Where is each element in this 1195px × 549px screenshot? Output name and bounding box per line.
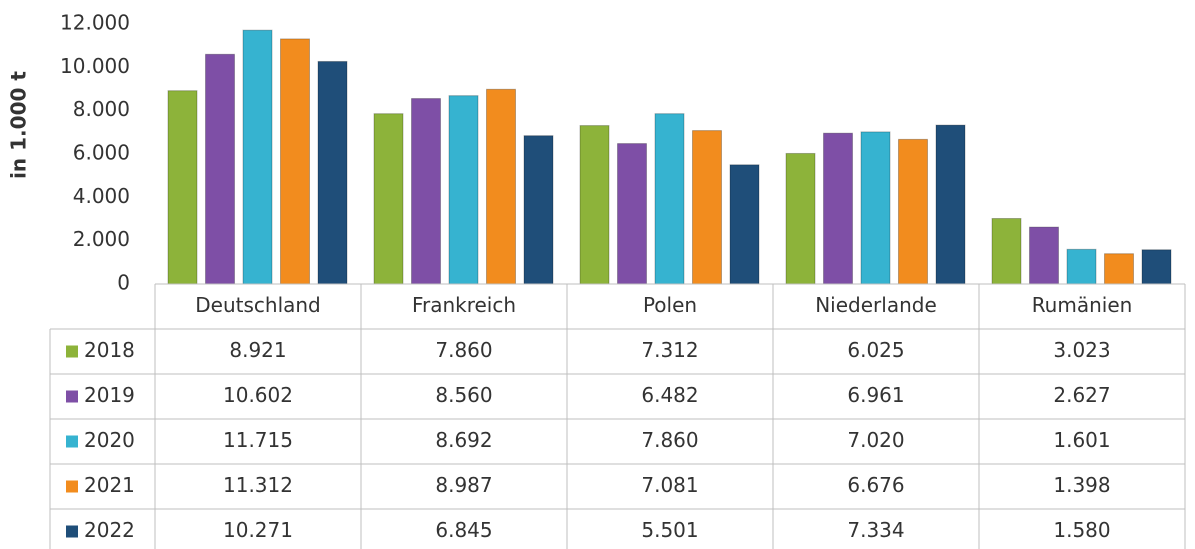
legend-swatch [66,480,78,493]
table-cell: 7.020 [847,428,904,452]
legend-label: 2019 [84,383,135,407]
table-cell: 6.482 [641,383,698,407]
table-cell: 7.081 [641,473,698,497]
bar [617,143,647,285]
bar [448,95,479,285]
bar [729,164,760,285]
legend-label: 2022 [84,518,135,542]
table-cell: 5.501 [641,518,698,542]
table-cell: 7.334 [847,518,904,542]
x-tick-label: Rumänien [1032,293,1133,317]
table-cell: 1.580 [1053,518,1110,542]
bar [785,152,816,285]
table-cell: 11.312 [223,473,293,497]
bar [898,138,928,285]
bar [242,29,273,285]
bar [1066,248,1097,285]
y-tick-label: 6.000 [73,141,130,165]
y-tick-label: 12.000 [60,11,130,35]
bar [486,88,516,285]
table-cell: 6.025 [847,338,904,362]
table-cell: 8.921 [229,338,286,362]
table-cell: 7.860 [435,338,492,362]
table-cell: 6.961 [847,383,904,407]
bar [205,53,235,285]
table-cell: 1.398 [1053,473,1110,497]
legend-swatch [66,435,78,448]
bar [654,113,685,285]
legend-swatch [66,345,78,358]
bar [991,218,1022,285]
bar [935,124,966,285]
table-cell: 10.602 [223,383,293,407]
table-cell: 6.676 [847,473,904,497]
legend-label: 2018 [84,338,135,362]
bar [1104,253,1134,285]
table-cell: 7.312 [641,338,698,362]
x-tick-label: Polen [643,293,697,317]
y-tick-label: 8.000 [73,97,130,121]
table-cell: 8.987 [435,473,492,497]
table-cell: 10.271 [223,518,293,542]
bar [167,90,198,285]
bar [317,60,348,285]
y-axis-label: in 1.000 t [7,71,31,179]
table-cell: 2.627 [1053,383,1110,407]
bar [1029,226,1059,285]
table-cell: 7.860 [641,428,698,452]
table-cell: 8.692 [435,428,492,452]
table-cell: 3.023 [1053,338,1110,362]
bar [280,38,310,285]
y-tick-label: 2.000 [73,227,130,251]
table-cell: 11.715 [223,428,293,452]
x-tick-label: Frankreich [412,293,516,317]
legend-label: 2020 [84,428,135,452]
bar [523,135,554,285]
x-tick-label: Deutschland [195,293,321,317]
y-tick-label: 4.000 [73,184,130,208]
table-cell: 6.845 [435,518,492,542]
bar [1141,249,1172,285]
legend-swatch [66,525,78,538]
bar [579,125,610,285]
bar [860,131,891,285]
bar [411,98,441,285]
legend-label: 2021 [84,473,135,497]
table-cell: 8.560 [435,383,492,407]
x-tick-label: Niederlande [815,293,937,317]
y-tick-label: 0 [117,271,130,295]
bar [823,132,853,285]
bar [373,113,404,285]
legend-swatch [66,390,78,403]
bar [692,130,722,285]
table-cell: 1.601 [1053,428,1110,452]
y-tick-label: 10.000 [60,54,130,78]
